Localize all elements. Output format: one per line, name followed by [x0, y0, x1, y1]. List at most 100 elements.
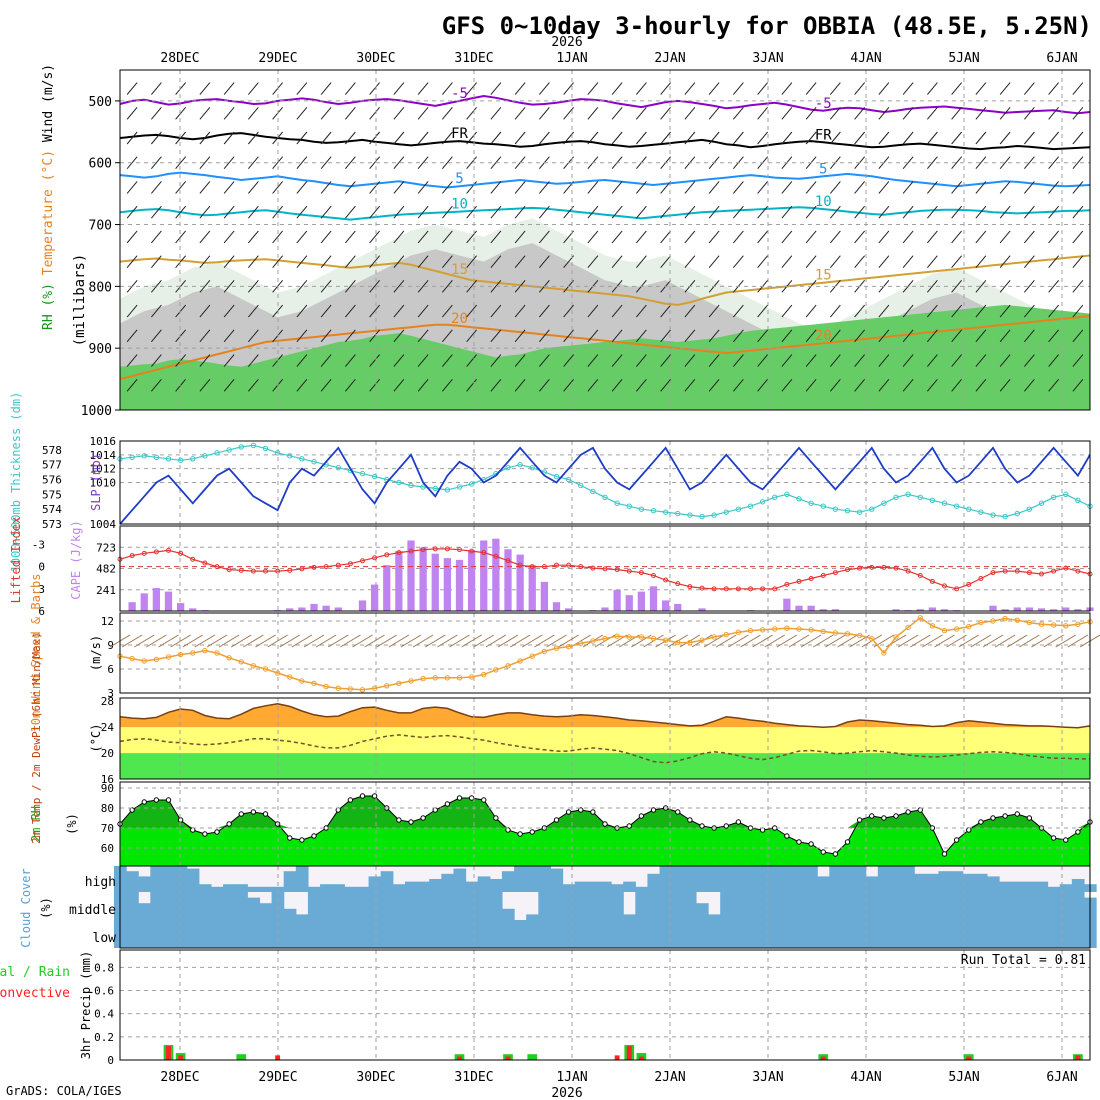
lifted-index-point	[990, 570, 996, 576]
high-cloud-bar	[1071, 879, 1085, 892]
upper-wind-barb	[441, 304, 453, 318]
upper-wind-barb	[587, 304, 599, 318]
cloud-unit-label: (%)	[39, 897, 53, 919]
upper-wind-barb	[514, 378, 526, 392]
high-cloud-bar	[174, 866, 188, 892]
upper-wind-barb	[732, 354, 744, 367]
upper-wind-barb	[635, 181, 647, 194]
temp-axis-label: 2m Temp / 2m DewPt (6hr Min/Max)	[30, 632, 43, 844]
upper-wind-barb	[272, 181, 284, 194]
rh-point	[844, 839, 851, 845]
temp-tick-label: 16	[101, 773, 114, 786]
slp-tick-label: 1014	[90, 449, 117, 462]
upper-wind-barb	[611, 106, 623, 120]
thickness-point	[650, 507, 657, 514]
high-cloud-bar	[356, 886, 370, 892]
lifted-index-point	[384, 552, 390, 558]
rh-tick-label: 80	[101, 802, 114, 815]
upper-wind-barb	[660, 329, 672, 343]
upper-wind-barb	[1048, 131, 1060, 145]
high-cloud-bar	[841, 866, 855, 892]
rh-point	[869, 813, 875, 819]
lifted-index-point	[566, 562, 572, 568]
upper-wind-barb	[635, 106, 647, 120]
thickness-point	[638, 506, 645, 512]
upper-wind-barb	[441, 354, 453, 367]
upper-wind-barb	[247, 378, 259, 392]
high-cloud-bar	[865, 876, 879, 892]
thickness-point	[359, 470, 366, 477]
low-cloud-bar	[611, 892, 624, 948]
upper-wind-barb	[223, 205, 235, 219]
upper-wind-barb	[611, 329, 623, 343]
wind-barb	[1055, 634, 1077, 648]
thickness-point	[662, 509, 669, 515]
thickness-point	[869, 506, 875, 512]
wind-barb	[412, 634, 434, 648]
upper-wind-barb	[466, 82, 478, 95]
upper-y-tick-label: 1000	[81, 404, 112, 419]
upper-wind-barb	[538, 329, 550, 343]
upper-wind-barb	[1072, 82, 1084, 95]
wind-speed-point	[614, 633, 620, 639]
upper-wind-barb	[781, 329, 793, 343]
upper-wind-barb	[320, 106, 332, 120]
upper-wind-barb	[296, 255, 308, 268]
upper-wind-barb	[684, 304, 696, 318]
thickness-point	[274, 450, 281, 456]
cape-tick-label: 241	[96, 584, 116, 597]
upper-wind-barb	[708, 181, 720, 194]
precip-convective-bar	[966, 1056, 972, 1060]
wind-barb	[655, 634, 676, 648]
lifted-index-point	[772, 586, 778, 592]
low-cloud-bar	[792, 892, 806, 948]
upper-wind-barb	[926, 354, 938, 367]
upper-wind-barb	[1048, 230, 1060, 244]
upper-wind-barb	[708, 82, 720, 95]
slp-tick-label: 1012	[90, 463, 117, 476]
upper-wind-barb	[538, 255, 550, 268]
cape-tick-label: 482	[96, 563, 116, 576]
high-cloud-bar	[332, 884, 345, 892]
upper-wind-barb	[490, 354, 502, 367]
upper-wind-barb	[1048, 304, 1060, 318]
wind-speed-point	[529, 653, 535, 659]
upper-wind-barb	[757, 131, 769, 145]
upper-wind-barb	[126, 280, 138, 293]
date-label-top: 30DEC	[356, 51, 395, 66]
high-cloud-bar	[186, 868, 200, 892]
upper-wind-barb	[878, 378, 890, 392]
rh-point	[141, 799, 147, 805]
lifted-index-point	[954, 586, 960, 592]
upper-wind-barb	[999, 156, 1011, 170]
lifted-index-point	[796, 578, 802, 584]
low-cloud-bar	[999, 892, 1012, 948]
lifted-index-point	[881, 564, 887, 570]
upper-wind-barb	[538, 304, 550, 318]
upper-wind-barb	[854, 304, 866, 318]
upper-wind-barb	[926, 255, 938, 268]
low-cloud-bar	[453, 892, 467, 948]
rh-point	[468, 795, 475, 801]
cloud-panel-frame	[119, 865, 1091, 949]
high-cloud-bar	[198, 884, 212, 892]
high-cloud-bar	[805, 866, 818, 892]
upper-wind-barb	[369, 156, 381, 170]
date-label-bottom: 6JAN	[1046, 1070, 1077, 1085]
isotherm-label: 5	[819, 161, 827, 177]
date-label-bottom: 31DEC	[454, 1070, 493, 1085]
upper-wind-barb	[466, 255, 478, 268]
rh-point	[650, 807, 657, 813]
upper-wind-barb	[514, 230, 526, 244]
wind-barb	[146, 634, 167, 648]
high-cloud-bar	[247, 886, 261, 892]
upper-wind-barb	[611, 354, 623, 367]
low-cloud-bar	[841, 892, 855, 948]
high-cloud-bar	[889, 866, 903, 892]
isotherm-label: -5	[815, 96, 832, 112]
low-cloud-bar	[708, 914, 721, 948]
isotherm-10	[119, 206, 1091, 221]
thickness-point	[953, 503, 960, 509]
upper-wind-barb	[490, 329, 502, 343]
upper-wind-barb	[320, 304, 332, 318]
